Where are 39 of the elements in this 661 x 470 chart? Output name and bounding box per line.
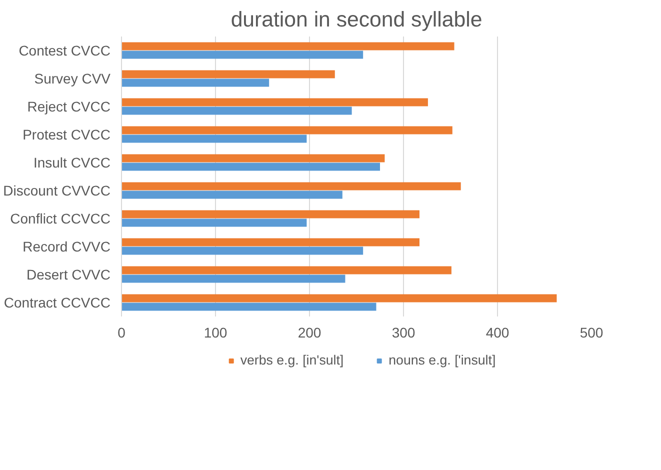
legend-label: nouns e.g. ['insult]: [388, 352, 496, 368]
bar: [122, 210, 420, 218]
x-tick-label: 300: [392, 324, 416, 340]
bar: [122, 182, 461, 190]
x-tick-label: 0: [118, 324, 126, 340]
y-tick-label: Survey CVV: [34, 70, 112, 86]
bar: [122, 162, 380, 171]
x-tick-label: 400: [486, 324, 510, 340]
y-tick-label: Conflict CCVCC: [10, 210, 111, 226]
bar: [122, 42, 454, 50]
chart-title: duration in second syllable: [230, 8, 482, 32]
legend-label: verbs e.g. [in'sult]: [240, 352, 344, 368]
y-tick-label: Record CVVC: [22, 238, 111, 254]
bar: [122, 218, 307, 227]
bar: [122, 190, 342, 199]
y-tick-label: Reject CVCC: [27, 98, 111, 114]
y-tick-label: Contest CVCC: [18, 42, 111, 58]
bar: [122, 50, 364, 59]
bar: [122, 126, 452, 134]
bar: [122, 266, 452, 274]
x-tick-label: 100: [204, 324, 228, 340]
bar: [122, 302, 376, 311]
y-tick-label: Protest CVCC: [22, 126, 111, 142]
bar: [122, 70, 335, 78]
x-tick-label: 200: [298, 324, 322, 340]
bar: [122, 78, 270, 87]
bar: [122, 106, 352, 115]
bar: [122, 274, 346, 283]
y-tick-label: Contract CCVCC: [4, 294, 111, 310]
y-tick-label: Discount CVVCC: [3, 182, 111, 198]
bar: [122, 294, 557, 302]
x-tick-label: 500: [580, 324, 604, 340]
bar: [122, 98, 428, 106]
y-tick-label: Insult CVCC: [33, 154, 111, 170]
bar: [122, 238, 420, 246]
bar: [122, 246, 364, 255]
y-tick-label: Desert CVVC: [26, 266, 111, 282]
bar: [122, 134, 307, 143]
bar: [122, 154, 385, 162]
